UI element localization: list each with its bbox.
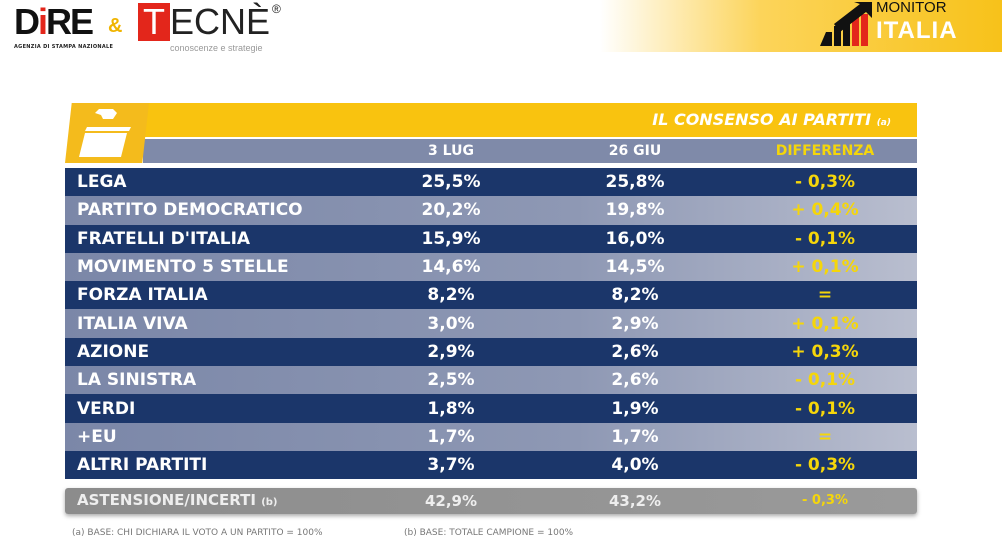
value-jun26: 1,7%	[611, 426, 659, 447]
party-name: LA SINISTRA	[77, 370, 197, 391]
value-jul3: 1,8%	[427, 398, 475, 419]
footnote-a: (a) BASE: CHI DICHIARA IL VOTO A UN PART…	[72, 528, 323, 538]
value-jul3: 14,6%	[421, 257, 481, 278]
monitor-italia-logo-icon	[820, 2, 872, 46]
dire-logo: DiRE	[14, 1, 94, 42]
column-header-difference: DIFFERENZA	[775, 143, 875, 159]
value-jul3: 3,0%	[427, 313, 475, 334]
party-name: MOVIMENTO 5 STELLE	[77, 257, 289, 278]
tecne-logo: T ECNÈ ®	[138, 3, 281, 41]
party-name: LEGA	[77, 172, 127, 193]
value-difference: - 0,1%	[794, 228, 856, 249]
value-jun26: 2,6%	[611, 341, 659, 362]
value-jun26: 4,0%	[611, 455, 659, 476]
table-title: IL CONSENSO AI PARTITI (a)	[652, 110, 891, 129]
abstention-row: ASTENSIONE/INCERTI (b) 42,9% 43,2% - 0,3…	[65, 488, 917, 514]
value-jul3: 1,7%	[427, 426, 475, 447]
monitor-word: MONITOR	[876, 0, 947, 16]
value-difference: - 0,3%	[794, 455, 856, 476]
value-jun26: 2,6%	[611, 370, 659, 391]
value-jun26: 19,8%	[605, 200, 665, 221]
value-jun26: 2,9%	[611, 313, 659, 334]
value-difference: + 0,1%	[791, 313, 859, 334]
column-header-jul3: 3 LUG	[428, 143, 474, 159]
value-difference: - 0,3%	[794, 172, 856, 193]
value-jun26: 8,2%	[611, 285, 659, 306]
value-difference: =	[817, 285, 833, 306]
table-title-bar: IL CONSENSO AI PARTITI (a)	[145, 103, 917, 137]
value-jul3: 3,7%	[427, 455, 475, 476]
header-band	[600, 0, 1002, 52]
table-row: FRATELLI D'ITALIA 15,9% 16,0% - 0,1%	[65, 224, 917, 253]
column-header-bar: 3 LUG 26 GIU DIFFERENZA	[143, 139, 917, 163]
value-jun26: 25,8%	[605, 172, 665, 193]
value-jun26: 14,5%	[605, 257, 665, 278]
table-row: PARTITO DEMOCRATICO 20,2% 19,8% + 0,4%	[65, 196, 917, 225]
table-row: MOVIMENTO 5 STELLE 14,6% 14,5% + 0,1%	[65, 252, 917, 282]
table-row: FORZA ITALIA 8,2% 8,2% =	[65, 281, 917, 310]
party-name: FRATELLI D'ITALIA	[77, 228, 251, 249]
party-name: VERDI	[77, 398, 136, 419]
value-jul3: 2,5%	[427, 370, 475, 391]
value-difference: + 0,1%	[791, 257, 859, 278]
party-name: FORZA ITALIA	[77, 285, 208, 306]
value-difference: =	[817, 426, 833, 447]
party-name: PARTITO DEMOCRATICO	[77, 200, 303, 221]
value-jul3: 20,2%	[421, 200, 481, 221]
value-difference: + 0,4%	[791, 200, 859, 221]
table-row: ALTRI PARTITI 3,7% 4,0% - 0,3%	[65, 450, 917, 480]
value-jul3: 2,9%	[427, 341, 475, 362]
abstention-jun26: 43,2%	[608, 492, 662, 510]
value-difference: - 0,1%	[794, 398, 856, 419]
table-row: ITALIA VIVA 3,0% 2,9% + 0,1%	[65, 309, 917, 338]
value-difference: + 0,3%	[791, 341, 859, 362]
dire-subtitle: AGENZIA DI STAMPA NAZIONALE	[14, 44, 114, 50]
abstention-label: ASTENSIONE/INCERTI (b)	[77, 490, 278, 509]
party-name: ITALIA VIVA	[77, 313, 188, 334]
table-row: LA SINISTRA 2,5% 2,6% - 0,1%	[65, 366, 917, 395]
column-header-jun26: 26 GIU	[608, 143, 662, 159]
party-name: ALTRI PARTITI	[77, 455, 208, 476]
table-row: LEGA 25,5% 25,8% - 0,3%	[65, 168, 917, 197]
value-jun26: 16,0%	[605, 228, 665, 249]
value-jul3: 8,2%	[427, 285, 475, 306]
value-jul3: 25,5%	[421, 172, 481, 193]
party-name: AZIONE	[77, 341, 150, 362]
footnote-b: (b) BASE: TOTALE CAMPIONE = 100%	[404, 528, 574, 538]
value-jun26: 1,9%	[611, 398, 659, 419]
table-row: VERDI 1,8% 1,9% - 0,1%	[65, 394, 917, 423]
abstention-jul3: 42,9%	[424, 492, 478, 510]
ampersand: &	[108, 15, 123, 37]
value-difference: - 0,1%	[794, 370, 856, 391]
party-name: +EU	[77, 426, 117, 447]
italia-word: ITALIA	[876, 17, 958, 44]
table-row: +EU 1,7% 1,7% =	[65, 422, 917, 451]
abstention-diff: - 0,3%	[802, 493, 848, 508]
table-body: LEGA 25,5% 25,8% - 0,3% PARTITO DEMOCRATICO 2…	[65, 168, 917, 480]
value-jul3: 15,9%	[421, 228, 481, 249]
tecne-subtitle: conoscenze e strategie	[170, 43, 263, 53]
table-row: AZIONE 2,9% 2,6% + 0,3%	[65, 337, 917, 367]
ballot-box-icon	[65, 103, 149, 163]
